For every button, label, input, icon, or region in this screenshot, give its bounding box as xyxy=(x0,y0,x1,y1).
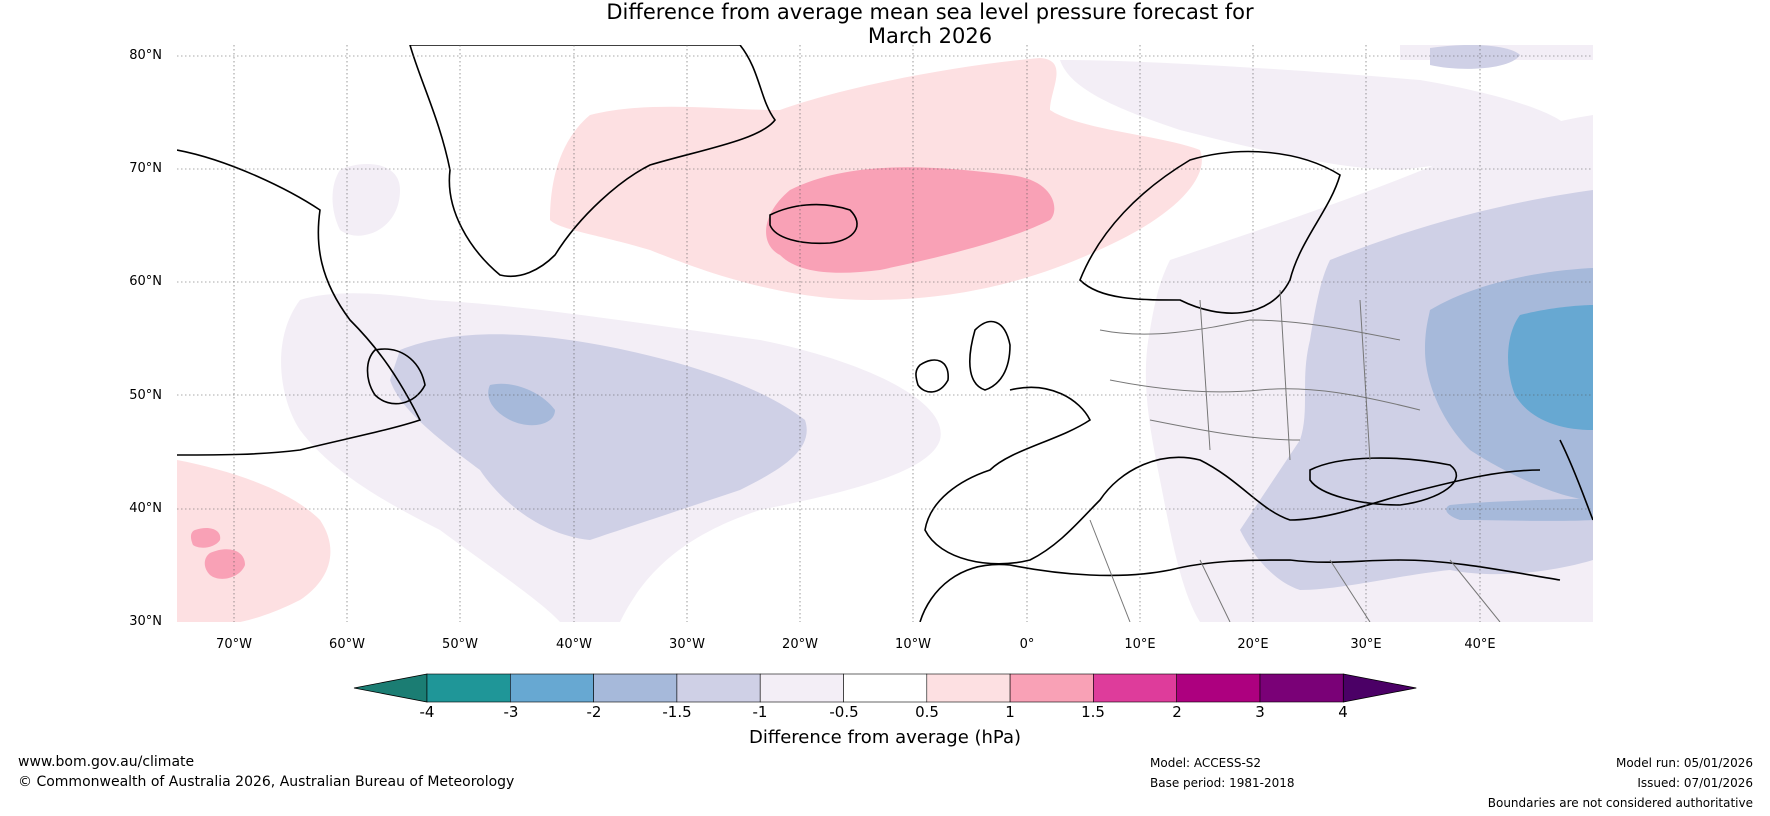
lon-label: 10°W xyxy=(895,637,931,652)
anomaly-region-plus1 xyxy=(190,167,1055,579)
colorbar-label: Difference from average (hPa) xyxy=(748,727,1022,748)
chart-title: Difference from average mean sea level p… xyxy=(0,0,1770,48)
colorbar-tick: 3 xyxy=(1255,703,1265,721)
colorbar-tick: -4 xyxy=(419,703,435,721)
lon-label: 10°E xyxy=(1124,637,1156,652)
lon-label: 30°W xyxy=(669,637,705,652)
lat-label: 30°N xyxy=(129,614,162,629)
colorbar-tick: 2 xyxy=(1172,703,1182,721)
lat-label: 50°N xyxy=(129,388,162,403)
lon-label: 50°W xyxy=(442,637,478,652)
footer-issued: Issued: 07/01/2026 xyxy=(1637,776,1753,790)
footer-model: Model: ACCESS-S2 xyxy=(1150,756,1262,770)
colorbar-tick: -2 xyxy=(586,703,602,721)
anomaly-region-minus2 xyxy=(1508,305,1593,430)
colorbar-tick: -1 xyxy=(752,703,768,721)
footer-disclaimer: Boundaries are not considered authoritat… xyxy=(1487,796,1753,810)
colorbar-tick: 0.5 xyxy=(915,703,939,721)
colorbar-tick: -0.5 xyxy=(829,703,859,721)
lon-label: 0° xyxy=(1019,637,1035,652)
lat-label: 80°N xyxy=(129,48,162,63)
footer-base-period: Base period: 1981-2018 xyxy=(1150,776,1295,790)
title-line-1: Difference from average mean sea level p… xyxy=(606,0,1254,24)
footer-website: www.bom.gov.au/climate xyxy=(18,754,195,770)
lat-label: 40°N xyxy=(129,501,162,516)
footer-model-run: Model run: 05/01/2026 xyxy=(1615,756,1753,770)
title-line-2: March 2026 xyxy=(867,24,993,48)
lon-label: 30°E xyxy=(1350,637,1382,652)
lon-label: 70°W xyxy=(216,637,252,652)
lon-label: 40°W xyxy=(556,637,592,652)
country-borders xyxy=(1089,289,1501,622)
colorbar-tick: 1.5 xyxy=(1081,703,1105,721)
footer-copyright: © Commonwealth of Australia 2026, Austra… xyxy=(18,774,515,790)
colorbar-tick: -1.5 xyxy=(662,703,692,721)
coastlines xyxy=(177,45,1593,622)
lon-label: 40°E xyxy=(1464,637,1496,652)
lon-label: 20°E xyxy=(1237,637,1269,652)
colorbar-tick: 1 xyxy=(1005,703,1015,721)
lat-label: 60°N xyxy=(129,274,162,289)
graticule xyxy=(177,45,1593,622)
lat-label: 70°N xyxy=(129,161,162,176)
colorbar-tick: 4 xyxy=(1338,703,1348,721)
lon-label: 20°W xyxy=(782,637,818,652)
lon-label: 60°W xyxy=(329,637,365,652)
colorbar-tick: -3 xyxy=(503,703,519,721)
